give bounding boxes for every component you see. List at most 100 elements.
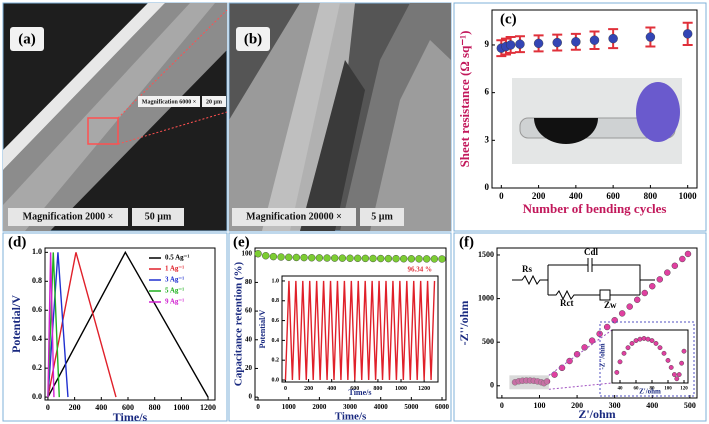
point (422, 255, 431, 263)
caption-box (132, 208, 184, 226)
x-tick-label: 5000 (404, 403, 419, 411)
x-tick-label: 200 (571, 401, 583, 410)
point (277, 253, 285, 261)
x-tick-label: 0 (256, 403, 260, 411)
x-tick-label: 300 (609, 401, 621, 410)
y-tick-label: 0 (490, 381, 494, 390)
y-tick-label: 1.0 (272, 278, 280, 284)
y-tick-label: 0.6 (32, 305, 42, 314)
x-tick-label: 1000 (679, 191, 698, 201)
x-tick-label: 80 (650, 387, 656, 392)
x-tick-label: 1000 (395, 386, 407, 392)
x-tick-label: 200 (532, 191, 546, 201)
y-tick-label: 1000 (478, 293, 494, 302)
y-tick-label: 1.0 (32, 247, 42, 256)
caption-box (232, 208, 356, 226)
y-tick-label: 0.4 (32, 334, 42, 343)
point (626, 303, 633, 310)
y-tick-label: 9 (485, 39, 490, 49)
x-tick-label: 0 (284, 386, 287, 392)
point (674, 376, 680, 382)
point (625, 345, 631, 351)
point (571, 37, 581, 47)
point (323, 254, 331, 262)
y-tick-label: 0 (249, 393, 253, 401)
caption-box (8, 208, 128, 226)
point (292, 253, 301, 262)
point (617, 359, 623, 365)
point (331, 254, 339, 262)
y-axis-label: Potential/V (9, 295, 23, 353)
panel-label: (c) (500, 11, 517, 27)
point (649, 282, 656, 290)
x-tick-label: 200 (304, 386, 313, 392)
y-tick-label: 40 (245, 335, 253, 343)
point (656, 276, 663, 283)
point (392, 254, 400, 263)
point (641, 289, 648, 297)
point (262, 252, 270, 260)
x-axis-label: Z'/ohm (578, 407, 615, 421)
zoom-box (87, 117, 119, 145)
y-tick-label: 0.6 (272, 318, 280, 324)
y-axis-label: -Z''/ohm (457, 301, 471, 346)
point (682, 29, 693, 39)
zoom-line (548, 329, 613, 390)
point (684, 250, 692, 258)
panel-label: (f) (459, 234, 474, 250)
plot-frame (44, 247, 216, 401)
point (668, 365, 674, 370)
label-box (236, 27, 270, 51)
x-tick-label: 0 (46, 403, 50, 412)
x-axis-label: Number of bending cycles (523, 201, 667, 216)
y-tick-label: 0.8 (32, 276, 42, 285)
zoom-line (117, 111, 228, 145)
y-tick-label: 500 (482, 337, 494, 346)
x-tick-label: 4000 (374, 403, 389, 411)
y-tick-label: 0.4 (272, 338, 280, 344)
x-tick-label: 800 (149, 403, 161, 412)
photo-glove (636, 82, 680, 142)
y-axis-label: -Z''/ohm (599, 343, 607, 369)
caption: Magnification 6000 × (142, 99, 196, 105)
panel-border (453, 2, 707, 232)
panel-border (453, 232, 707, 422)
point (361, 254, 370, 263)
point (415, 255, 423, 263)
y-tick-label: 6 (485, 87, 490, 97)
y-axis-label: Sheet resistance (Ω sq⁻¹) (457, 31, 472, 168)
circuit-label: Cdl (584, 247, 599, 257)
x-axis-label: Time/s (113, 410, 148, 424)
legend-label: 9 Ag⁻¹ (165, 298, 184, 306)
x-tick-label: 400 (327, 386, 336, 392)
point (315, 254, 324, 262)
x-tick-label: 400 (569, 191, 583, 201)
point (679, 360, 684, 366)
y-tick-label: 20 (245, 364, 253, 372)
x-tick-label: 0 (500, 401, 504, 410)
x-tick-label: 2000 (312, 403, 327, 411)
sem-image-a: (a) Magnification 6000 × 20 µm Magnifica… (2, 2, 228, 232)
point (634, 296, 641, 304)
y-tick-label: 0.2 (272, 358, 280, 364)
point (269, 252, 278, 261)
legend-label: 1 Ag⁻¹ (165, 265, 184, 273)
x-tick-label: 600 (122, 403, 134, 412)
caption-box (202, 96, 226, 107)
series-line (284, 280, 436, 381)
point (384, 254, 393, 263)
panel-label: (e) (233, 234, 250, 250)
x-tick-label: 120 (680, 387, 688, 392)
point (637, 336, 643, 342)
point (621, 350, 627, 356)
x-tick-label: 100 (664, 387, 672, 392)
x-tick-label: 600 (606, 191, 620, 201)
x-tick-label: 400 (95, 403, 107, 412)
point (376, 254, 385, 263)
point (346, 254, 354, 262)
x-tick-label: 800 (373, 386, 382, 392)
point (661, 350, 667, 356)
y-axis-label: Potential/V (258, 309, 267, 348)
point (645, 336, 651, 342)
